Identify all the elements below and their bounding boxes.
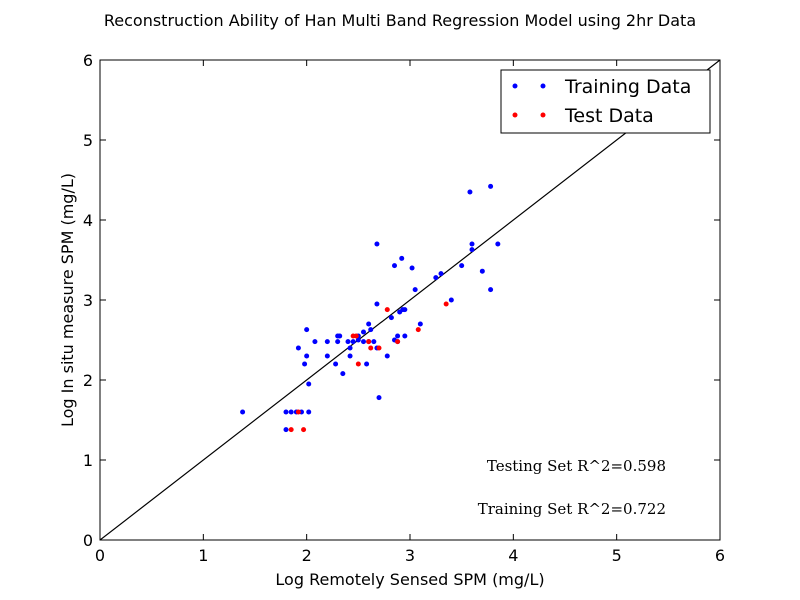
y-tick-label: 2 xyxy=(83,371,93,390)
legend-marker-test xyxy=(540,112,546,118)
training-data-point xyxy=(417,321,423,327)
annotation-testing-r2: Testing Set R^2=0.598 xyxy=(487,457,666,475)
legend-marker-training xyxy=(540,83,546,89)
training-data-point xyxy=(402,333,408,339)
test-data-point xyxy=(443,301,449,307)
legend-label-training: Training Data xyxy=(564,76,691,98)
y-tick-label: 0 xyxy=(83,531,93,550)
training-data-point xyxy=(448,297,454,303)
y-tick-label: 4 xyxy=(83,211,93,230)
training-data-point xyxy=(361,329,366,335)
training-data-point xyxy=(368,327,374,333)
y-tick-label: 6 xyxy=(83,51,93,70)
training-data-point xyxy=(324,339,330,345)
training-data-point xyxy=(469,247,475,253)
training-data-point xyxy=(355,337,361,343)
training-data-point xyxy=(240,409,246,415)
x-tick-label: 3 xyxy=(405,546,415,565)
training-data-point xyxy=(495,241,501,247)
axis-ticks-layer: 0 1 2 3 4 5 6 0 1 2 3 4 5 6 xyxy=(83,51,725,565)
training-data-point xyxy=(469,241,475,247)
training-data-point xyxy=(347,353,353,359)
training-data-point xyxy=(335,339,341,345)
training-data-point xyxy=(345,339,351,345)
training-data-point xyxy=(467,189,473,195)
legend: Training Data Test Data xyxy=(500,69,711,134)
training-data-point xyxy=(350,339,356,345)
test-data-point xyxy=(384,307,390,313)
training-data-point xyxy=(312,339,318,345)
training-data-point xyxy=(302,361,308,367)
training-data-point xyxy=(283,409,289,415)
training-data-point xyxy=(376,395,382,401)
training-data-point xyxy=(409,265,415,271)
training-data-point xyxy=(366,321,372,327)
training-data-point xyxy=(399,255,405,261)
training-data-point xyxy=(433,275,439,281)
y-tick-label: 5 xyxy=(83,131,93,150)
chart-title: Reconstruction Ability of Han Multi Band… xyxy=(104,11,696,30)
training-data-point xyxy=(488,183,494,189)
training-data-point xyxy=(283,427,289,433)
training-data-point xyxy=(371,339,377,345)
annotation-training-r2: Training Set R^2=0.722 xyxy=(478,500,666,518)
training-data-point xyxy=(333,361,339,367)
training-data-point xyxy=(324,353,330,359)
x-tick-label: 5 xyxy=(612,546,622,565)
training-data-point xyxy=(347,345,353,351)
training-data-point xyxy=(340,371,346,377)
test-data-point xyxy=(376,345,382,351)
training-data-point xyxy=(306,381,312,387)
legend-marker-training xyxy=(512,83,518,89)
training-data-point xyxy=(337,333,343,339)
training-data-point xyxy=(395,333,401,339)
test-data-point xyxy=(355,361,361,367)
legend-frame xyxy=(500,69,711,134)
training-data-point xyxy=(288,409,294,415)
test-data-point xyxy=(288,427,294,433)
test-data-point xyxy=(301,427,307,433)
training-data-point xyxy=(361,339,366,345)
test-data-point xyxy=(415,327,421,333)
test-data-point xyxy=(353,333,359,339)
test-data-point xyxy=(366,339,372,345)
training-data-point xyxy=(374,241,380,247)
training-data-point xyxy=(384,353,390,359)
training-data-point xyxy=(438,271,444,277)
training-data-point xyxy=(306,409,312,415)
data-points-layer xyxy=(240,183,501,433)
training-data-point xyxy=(412,287,418,293)
legend-label-test: Test Data xyxy=(564,105,654,127)
x-tick-label: 2 xyxy=(302,546,312,565)
training-data-point xyxy=(479,268,485,274)
training-data-point xyxy=(295,345,301,351)
x-tick-label: 4 xyxy=(508,546,518,565)
legend-marker-test xyxy=(512,112,518,118)
y-tick-label: 1 xyxy=(83,451,93,470)
training-data-point xyxy=(459,263,465,269)
training-data-point xyxy=(304,327,310,333)
training-data-point xyxy=(374,301,380,307)
test-data-point xyxy=(395,339,401,345)
x-axis-label: Log Remotely Sensed SPM (mg/L) xyxy=(275,570,544,589)
x-tick-label: 0 xyxy=(95,546,105,565)
test-data-point xyxy=(295,409,301,415)
training-data-point xyxy=(400,307,406,313)
training-data-point xyxy=(488,287,494,293)
training-data-point xyxy=(388,315,394,321)
y-tick-label: 3 xyxy=(83,291,93,310)
training-data-point xyxy=(364,361,370,367)
test-data-point xyxy=(368,345,374,351)
training-data-point xyxy=(304,353,310,359)
training-data-point xyxy=(392,263,397,269)
reference-line-layer xyxy=(100,60,720,540)
x-tick-label: 6 xyxy=(715,546,725,565)
x-tick-label: 1 xyxy=(198,546,208,565)
reference-line xyxy=(100,60,720,540)
y-axis-label: Log In situ measure SPM (mg/L) xyxy=(58,173,77,427)
